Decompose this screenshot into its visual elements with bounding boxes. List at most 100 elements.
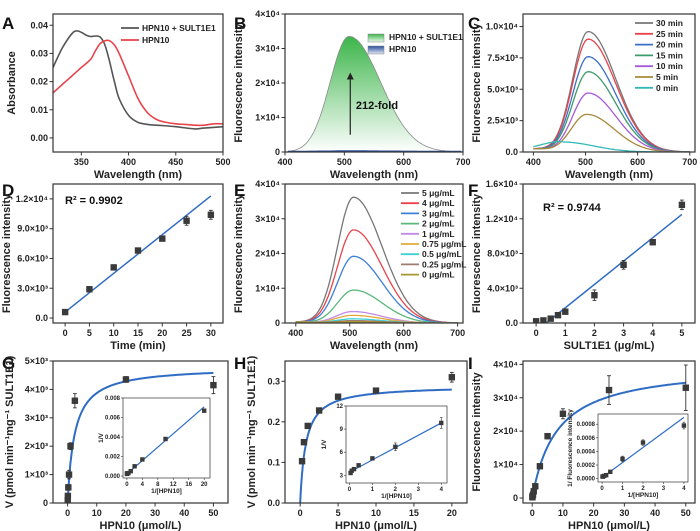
y-axis-label: 1/V: [98, 432, 105, 442]
panel-letter: I: [468, 354, 473, 373]
y-tick-label: 1.2×10⁴: [486, 214, 518, 224]
square-marker: [315, 407, 323, 414]
y-axis-label: 1/V: [321, 439, 328, 449]
square-marker: [159, 235, 166, 242]
legend-label: 15 min: [656, 50, 683, 60]
square-marker: [207, 211, 215, 218]
series-line: [53, 39, 223, 127]
square-marker: [67, 443, 74, 450]
y-tick-label: 0.2: [267, 417, 280, 427]
x-tick-label: 1: [563, 328, 568, 338]
y-tick-label: 0: [275, 318, 280, 328]
panel-f: F R² = 0.9744 0 1 2 3 4 5 0.0 4.0×10³ 8.0×10³ 1.2×1…: [468, 179, 696, 352]
square-marker: [554, 311, 562, 319]
legend-item: HPN10 + SULT1E1: [121, 23, 216, 33]
x-tick-label: 0: [534, 328, 539, 338]
legend-label: 2 μg/mL: [422, 219, 455, 229]
data-point: [562, 308, 569, 315]
y-tick-label: 1.6×10⁴: [486, 179, 518, 189]
legend-swatch: [367, 33, 385, 43]
y-tick-label: 9.0×10³: [17, 224, 48, 234]
x-tick-label: 500: [337, 157, 352, 167]
y-axis-label: V (pmol min⁻¹mg⁻¹ SULT1E1): [246, 355, 258, 508]
legend-item: 10 min: [635, 61, 683, 71]
x-tick-label: 4: [440, 487, 444, 493]
data-point: [65, 484, 72, 491]
plot-area: [529, 364, 689, 501]
x-axis-label: SULT1E1 (μg/mL): [564, 340, 655, 352]
x-tick-label: 20: [201, 482, 208, 488]
square-marker: [448, 374, 456, 381]
square-marker: [202, 408, 207, 413]
y-tick-label: 0.004: [105, 435, 121, 441]
plot-area: [64, 371, 217, 503]
r-squared-annotation: R² = 0.9902: [65, 195, 123, 207]
data-point: [372, 387, 380, 394]
x-axis-label: Wavelength (nm): [330, 169, 419, 181]
square-marker: [61, 308, 69, 316]
legend-label: 5 min: [656, 72, 678, 82]
data-point: [605, 375, 613, 405]
x-tick-label: 1: [621, 486, 625, 492]
square-marker: [122, 376, 130, 383]
y-tick-label: 2×10⁴: [493, 426, 518, 436]
legend-item: 25 min: [635, 29, 683, 39]
data-point: [122, 376, 130, 383]
square-marker: [439, 420, 444, 426]
legend-item: 20 min: [635, 40, 683, 50]
y-tick-label: 0.00: [30, 133, 48, 143]
plot-area: [53, 30, 223, 130]
square-marker: [603, 473, 609, 478]
y-axis-label: Fluorescence intensity: [233, 23, 245, 143]
square-marker: [529, 491, 537, 498]
square-marker: [608, 469, 613, 474]
square-marker: [591, 292, 598, 299]
data-point: [554, 311, 562, 319]
x-tick-label: 40: [650, 508, 660, 518]
y-tick-label: 0.01: [30, 105, 48, 115]
data-point: [620, 260, 627, 270]
square-marker: [536, 463, 544, 470]
y-tick-label: 4×10⁴: [255, 9, 280, 19]
y-tick-label: 5×10³: [25, 356, 48, 366]
legend-item: 3 μg/mL: [401, 208, 455, 218]
panel-letter: E: [234, 181, 245, 200]
square-marker: [532, 318, 540, 323]
square-marker: [544, 432, 551, 440]
legend-label: HPN10 + SULT1E1: [142, 23, 216, 33]
x-tick-label: 5: [679, 328, 684, 338]
data-point: [448, 371, 456, 383]
data-point: [315, 407, 323, 414]
x-tick-label: 4: [650, 328, 655, 338]
x-tick-label: 30: [206, 328, 216, 338]
x-axis-label: Wavelength (nm): [94, 169, 183, 181]
x-tick-label: 0: [600, 486, 604, 492]
data-point: [349, 468, 354, 473]
x-tick-label: 2: [592, 328, 597, 338]
legend-item: 5 min: [635, 72, 678, 82]
data-point: [608, 469, 613, 474]
y-tick-label: 12: [336, 404, 343, 410]
x-tick-label: 700: [455, 157, 470, 167]
data-point: [681, 421, 687, 430]
y-tick-label: 3×10⁴: [255, 214, 280, 224]
square-marker: [559, 410, 567, 417]
x-tick-label: 20: [121, 508, 131, 518]
legend-label: HPN10 + SULT1E1: [389, 32, 463, 42]
plot-area: [532, 199, 686, 323]
square-marker: [210, 381, 217, 389]
plot-frame: [522, 13, 696, 153]
x-tick-label: 50: [681, 508, 691, 518]
data-point: [210, 376, 217, 395]
square-marker: [640, 440, 646, 445]
square-marker: [65, 484, 72, 491]
data-point: [393, 442, 398, 451]
square-marker: [530, 488, 537, 495]
series-line: [533, 113, 690, 152]
y-tick-label: 3: [340, 473, 344, 479]
square-marker: [110, 264, 117, 271]
x-tick-label: 0: [63, 328, 68, 338]
